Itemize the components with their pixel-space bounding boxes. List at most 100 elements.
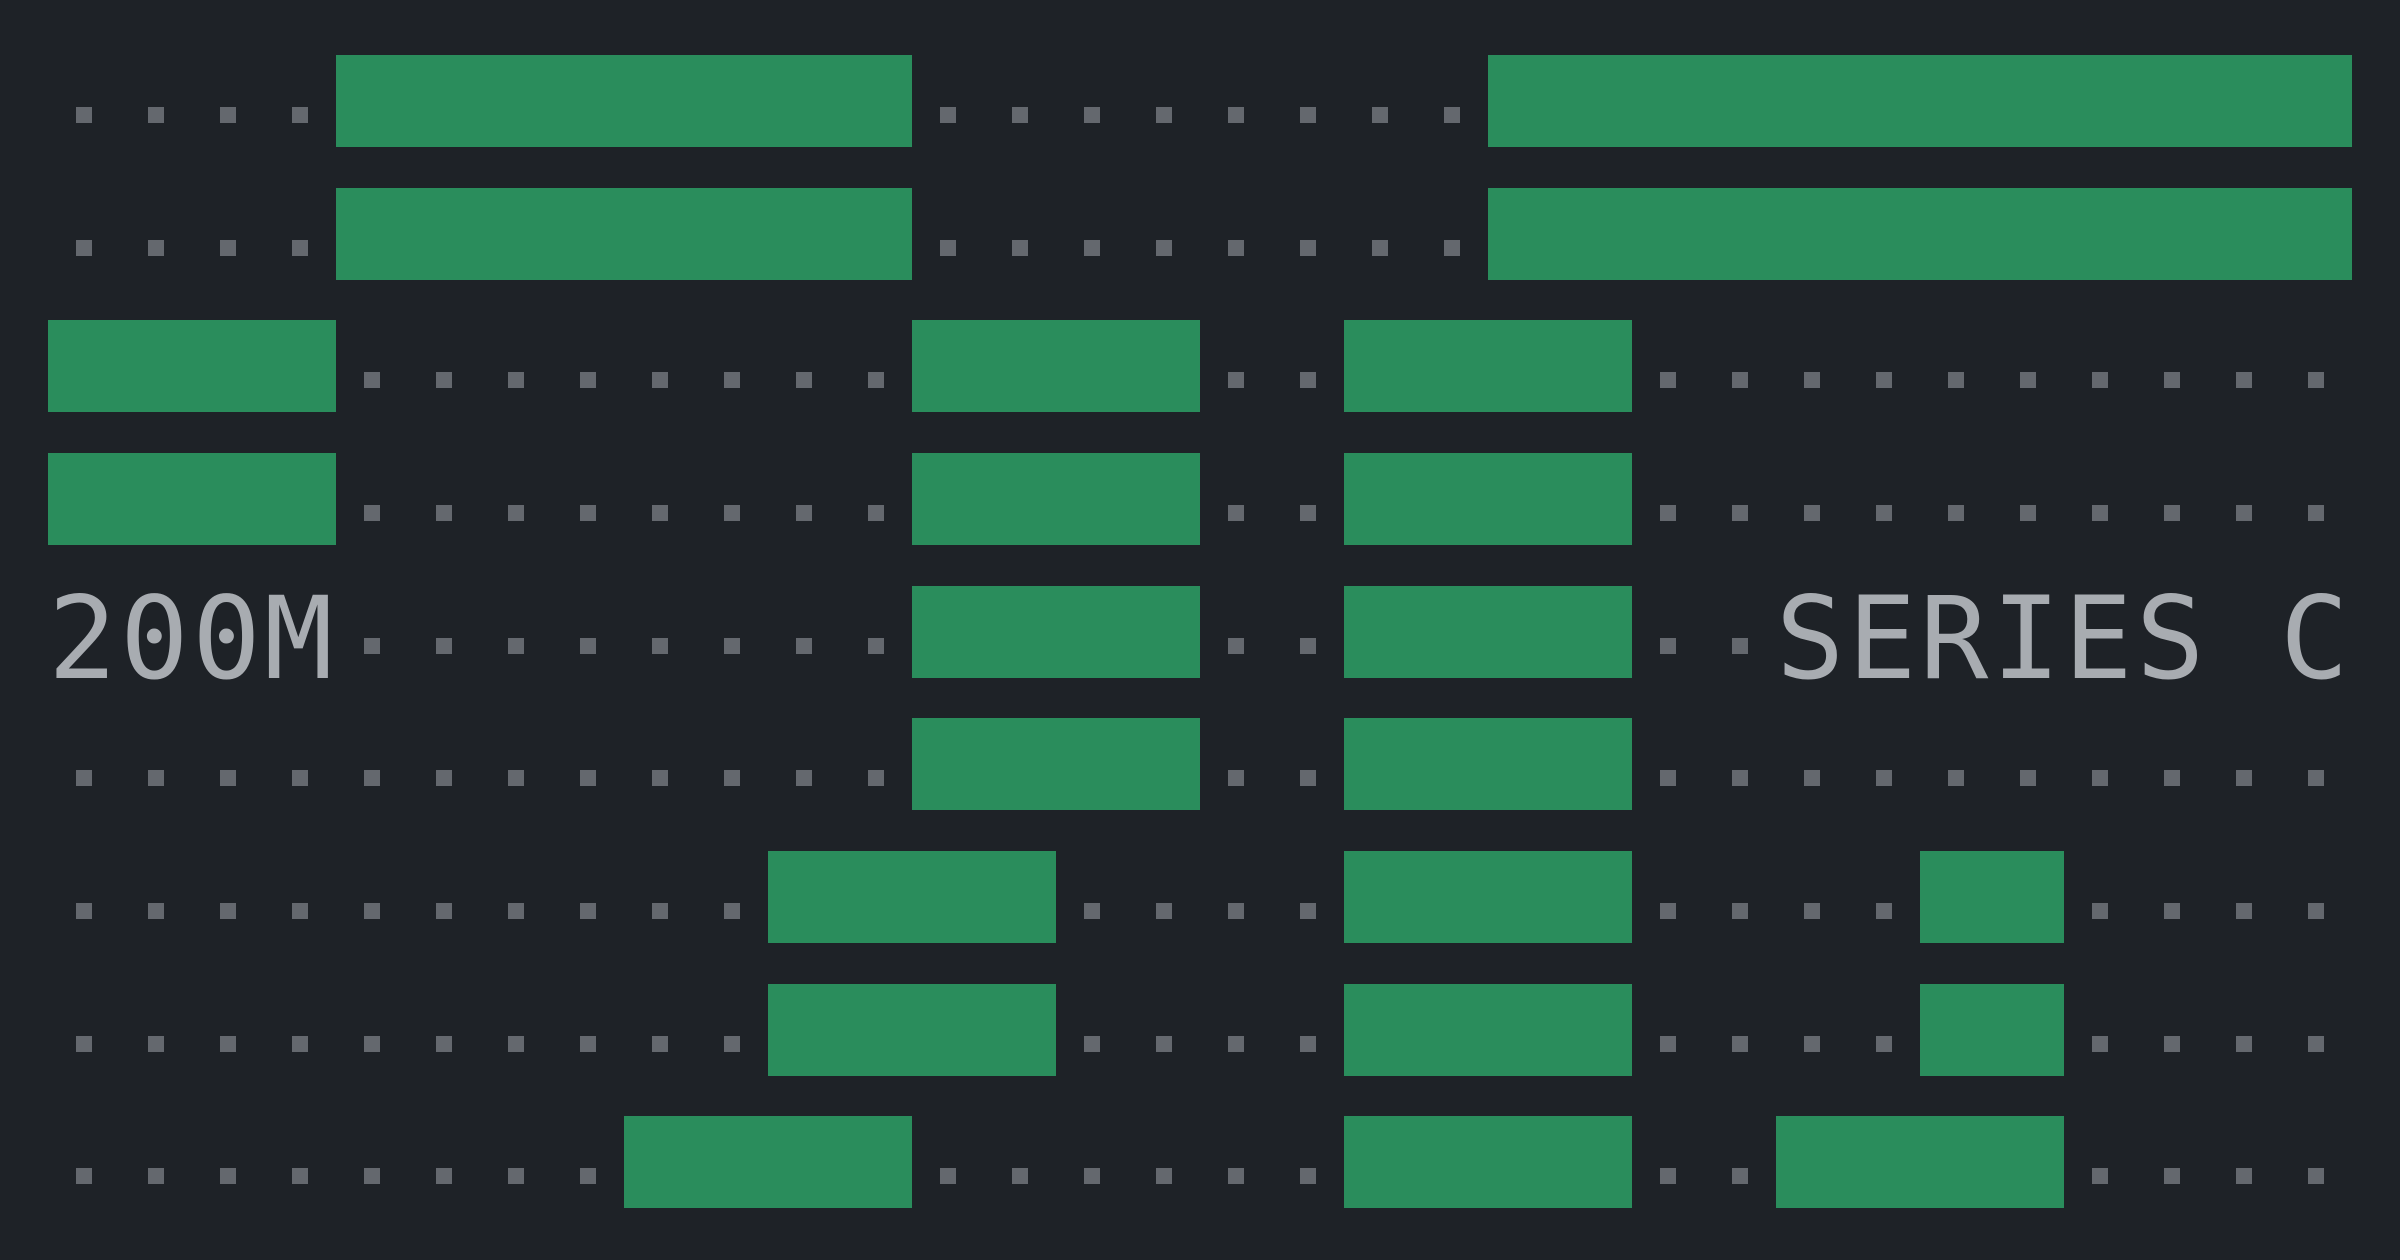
grid-dot [148, 107, 164, 123]
bar-segment [1344, 718, 1632, 810]
grid-dot [1372, 107, 1388, 123]
bar-segment [768, 984, 1056, 1076]
grid-dot [436, 770, 452, 786]
grid-dot [1876, 903, 1892, 919]
grid-dot [2164, 1036, 2180, 1052]
grid-dot [652, 372, 668, 388]
bar-segment [912, 718, 1200, 810]
bar-segment [768, 851, 1056, 943]
grid-dot [364, 903, 380, 919]
grid-dot [1732, 1168, 1748, 1184]
grid-dot [868, 770, 884, 786]
grid-dot [2164, 903, 2180, 919]
grid-dot [2020, 770, 2036, 786]
grid-dot [436, 638, 452, 654]
bar-segment [912, 453, 1200, 545]
grid-dot [1228, 240, 1244, 256]
grid-dot [580, 1036, 596, 1052]
grid-dot [1804, 903, 1820, 919]
grid-dot [364, 505, 380, 521]
grid-dot [724, 638, 740, 654]
grid-dot [1300, 903, 1316, 919]
grid-dot [364, 1036, 380, 1052]
grid-dot [868, 638, 884, 654]
grid-dot [1300, 107, 1316, 123]
grid-dot [292, 1036, 308, 1052]
grid-dot [508, 1168, 524, 1184]
grid-dot [436, 903, 452, 919]
grid-dot [292, 107, 308, 123]
grid-dot [2164, 372, 2180, 388]
grid-dot [796, 638, 812, 654]
grid-dot [76, 770, 92, 786]
grid-dot [1660, 505, 1676, 521]
grid-dot [220, 1036, 236, 1052]
pattern-row [0, 718, 2400, 810]
pattern-row [0, 188, 2400, 280]
grid-dot [220, 1168, 236, 1184]
grid-dot [1660, 903, 1676, 919]
grid-dot [1300, 240, 1316, 256]
grid-dot [580, 638, 596, 654]
grid-dot [436, 1036, 452, 1052]
grid-dot [364, 372, 380, 388]
grid-dot [1228, 903, 1244, 919]
grid-dot [580, 1168, 596, 1184]
grid-dot [508, 1036, 524, 1052]
grid-dot [2020, 372, 2036, 388]
grid-dot [724, 505, 740, 521]
grid-dot [940, 240, 956, 256]
bar-segment [1488, 55, 2352, 147]
grid-dot [868, 372, 884, 388]
grid-dot [1876, 1036, 1892, 1052]
grid-dot [580, 505, 596, 521]
grid-dot [292, 770, 308, 786]
bar-segment [48, 453, 336, 545]
grid-dot [2308, 1168, 2324, 1184]
grid-dot [652, 505, 668, 521]
grid-dot [1012, 1168, 1028, 1184]
grid-dot [292, 903, 308, 919]
grid-dot [508, 770, 524, 786]
grid-dot [76, 240, 92, 256]
pattern-row [0, 1116, 2400, 1208]
grid-dot [220, 240, 236, 256]
grid-dot [76, 1036, 92, 1052]
grid-dot [1660, 638, 1676, 654]
grid-dot [1300, 1168, 1316, 1184]
grid-dot [1156, 107, 1172, 123]
grid-dot [1804, 1036, 1820, 1052]
grid-dot [2308, 903, 2324, 919]
grid-dot [724, 770, 740, 786]
bar-segment [1344, 453, 1632, 545]
grid-dot [1660, 1168, 1676, 1184]
pattern-row [0, 453, 2400, 545]
grid-dot [436, 505, 452, 521]
grid-dot [1804, 372, 1820, 388]
grid-dot [1300, 638, 1316, 654]
grid-dot [2092, 505, 2108, 521]
grid-dot [724, 903, 740, 919]
bar-segment [624, 1116, 912, 1208]
grid-dot [940, 107, 956, 123]
grid-dot [2020, 505, 2036, 521]
grid-dot [2236, 1036, 2252, 1052]
grid-dot [796, 372, 812, 388]
grid-dot [1660, 770, 1676, 786]
bar-segment [1344, 320, 1632, 412]
pattern-row: 200M SERIES C [0, 581, 2400, 695]
grid-dot [1804, 770, 1820, 786]
grid-dot [1876, 372, 1892, 388]
grid-dot [2092, 1036, 2108, 1052]
grid-dot [292, 1168, 308, 1184]
grid-dot [2092, 903, 2108, 919]
grid-dot [1876, 505, 1892, 521]
grid-dot [1156, 903, 1172, 919]
grid-dot [1804, 505, 1820, 521]
grid-dot [1444, 240, 1460, 256]
series-label: SERIES C [1775, 571, 2352, 705]
pattern-row [0, 984, 2400, 1076]
grid-dot [148, 240, 164, 256]
grid-dot [1948, 770, 1964, 786]
grid-dot [364, 638, 380, 654]
